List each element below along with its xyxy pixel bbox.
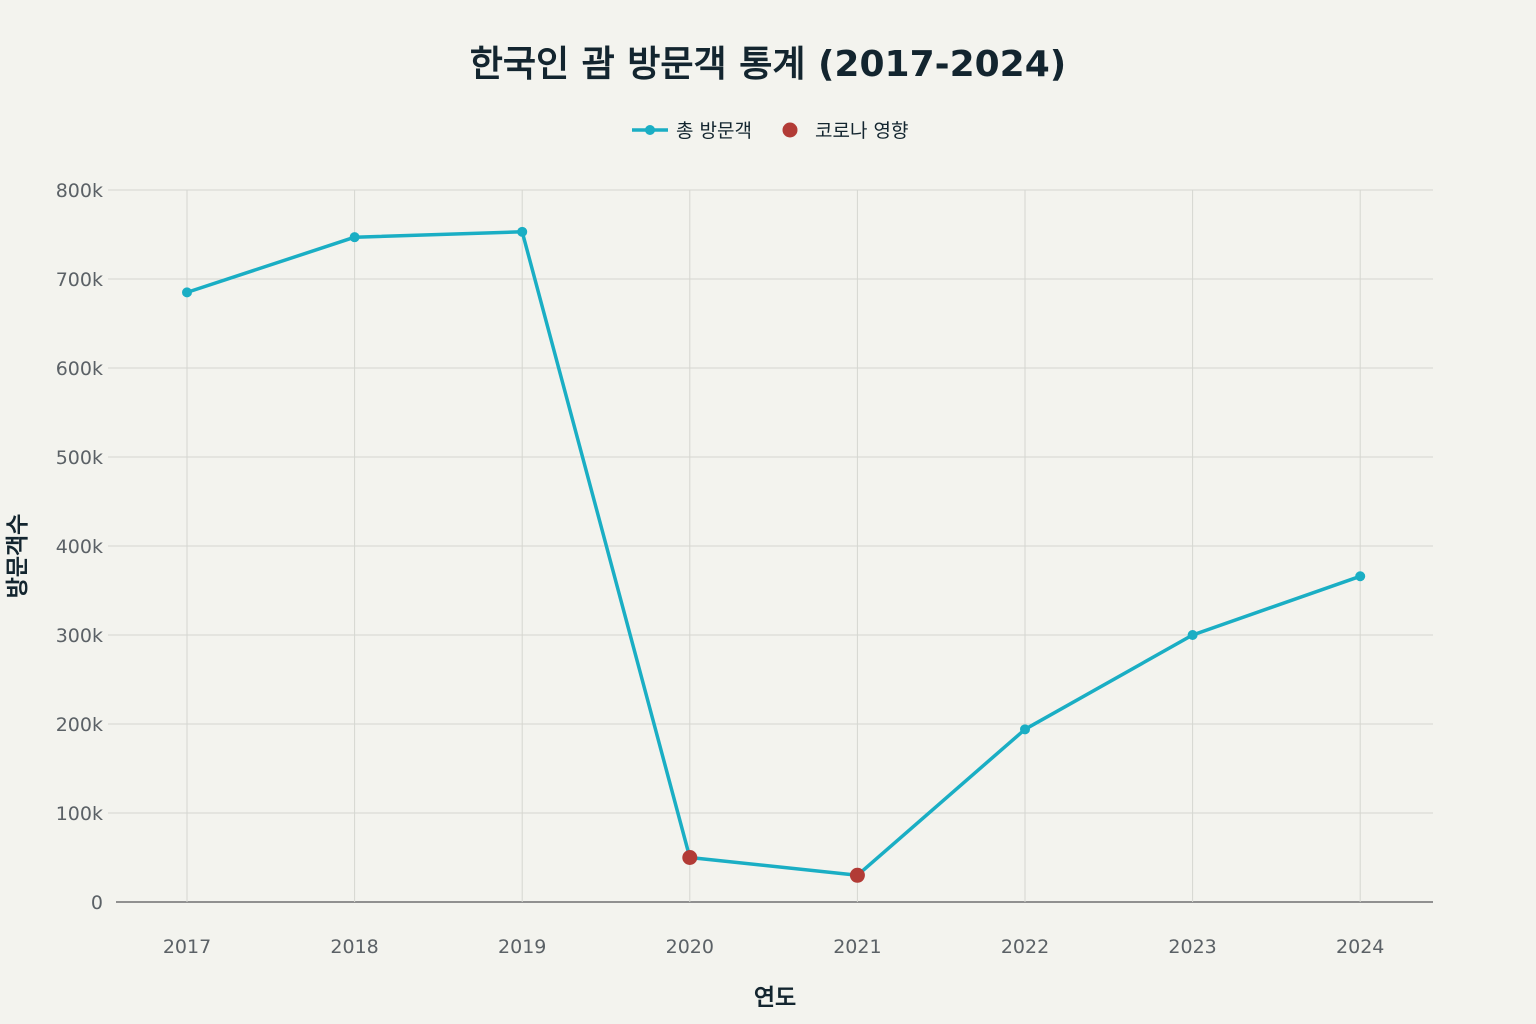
legend-line-marker bbox=[645, 125, 655, 135]
y-axis-title: 방문객수 bbox=[5, 514, 31, 599]
legend-dot-swatch bbox=[782, 122, 798, 138]
y-tick-label: 300k bbox=[56, 625, 103, 647]
covid-impact-point[interactable] bbox=[682, 850, 698, 865]
y-axis-ticks: 0 100k 200k 300k 400k 500k 600k 700k 800k bbox=[56, 180, 103, 914]
covid-impact-point[interactable] bbox=[849, 867, 865, 883]
chart-title: 한국인 괌 방문객 통계 (2017-2024) bbox=[470, 44, 1066, 85]
series-line bbox=[186, 230, 1361, 878]
y-tick-label: 500k bbox=[56, 447, 103, 469]
x-tick-label: 2024 bbox=[1336, 936, 1384, 958]
y-tick-label: 700k bbox=[56, 269, 103, 291]
data-point[interactable] bbox=[349, 232, 360, 243]
legend-item-covid[interactable]: 코로나 영향 bbox=[782, 120, 909, 142]
x-tick-label: 2022 bbox=[1001, 936, 1049, 958]
data-point[interactable] bbox=[1187, 630, 1198, 640]
x-tick-label: 2021 bbox=[833, 936, 881, 958]
y-tick-label: 600k bbox=[56, 358, 103, 380]
x-tick-label: 2018 bbox=[330, 936, 378, 958]
y-tick-label: 200k bbox=[56, 714, 103, 736]
legend: 총 방문객 코로나 영향 bbox=[632, 120, 908, 142]
data-point[interactable] bbox=[1355, 571, 1366, 582]
series-covid-impact bbox=[682, 850, 865, 883]
data-point[interactable] bbox=[182, 287, 192, 298]
x-axis-ticks: 2017 2018 2019 2020 2021 2022 2023 2024 bbox=[163, 936, 1385, 958]
x-tick-label: 2023 bbox=[1168, 936, 1216, 958]
y-tick-label: 100k bbox=[56, 803, 103, 825]
x-tick-label: 2019 bbox=[498, 936, 546, 958]
y-tick-label: 800k bbox=[56, 180, 103, 202]
data-point[interactable] bbox=[517, 226, 528, 237]
series-total-visitors bbox=[182, 226, 1366, 881]
x-axis-title: 연도 bbox=[754, 985, 796, 1011]
grid bbox=[108, 189, 1433, 903]
y-tick-label: 0 bbox=[91, 892, 103, 914]
data-point[interactable] bbox=[1020, 724, 1030, 735]
x-tick-label: 2017 bbox=[163, 936, 211, 958]
legend-label-covid: 코로나 영향 bbox=[815, 120, 908, 142]
y-tick-label: 400k bbox=[56, 536, 103, 558]
legend-item-total[interactable]: 총 방문객 bbox=[632, 120, 752, 142]
legend-label-total: 총 방문객 bbox=[676, 120, 752, 142]
x-tick-label: 2020 bbox=[666, 936, 714, 958]
